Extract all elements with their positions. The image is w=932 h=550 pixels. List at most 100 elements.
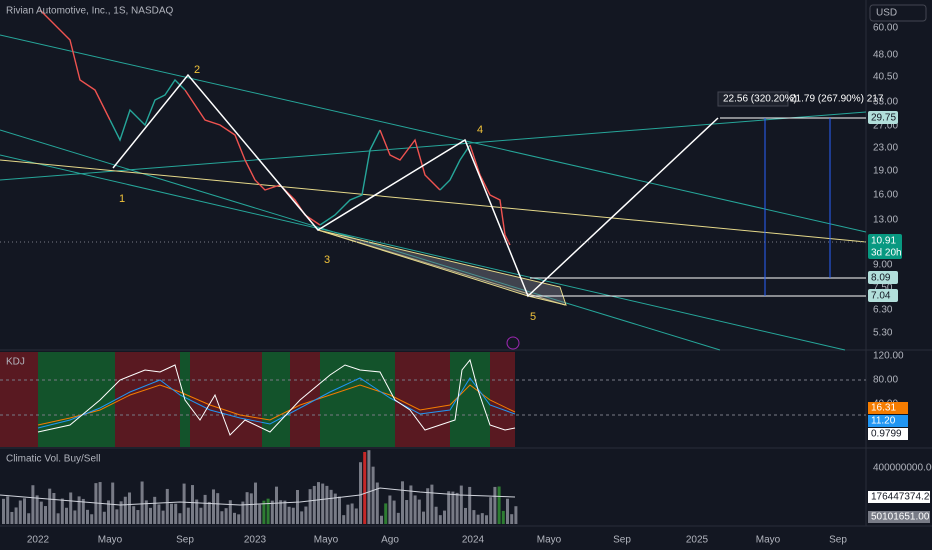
volume-bar xyxy=(296,489,299,524)
price-axis-label: 13.00 xyxy=(873,215,898,226)
volume-bar xyxy=(371,466,375,524)
price-tag xyxy=(868,271,898,284)
volume-bar xyxy=(333,493,337,524)
kdj-band xyxy=(395,352,450,447)
volume-bar xyxy=(325,485,329,524)
volume-bar xyxy=(350,503,354,524)
volume-bar xyxy=(321,483,325,524)
last-price: 10.91 xyxy=(871,236,896,247)
kdj-tag xyxy=(868,402,908,414)
volume-bar xyxy=(514,506,518,524)
wedge xyxy=(317,229,567,306)
volume-bar xyxy=(44,506,47,524)
volume-bar xyxy=(480,513,484,524)
currency: USD xyxy=(876,8,897,19)
volume-bar xyxy=(338,496,341,524)
volume-bar xyxy=(384,503,388,524)
volume-bar xyxy=(287,506,291,524)
currency-button[interactable] xyxy=(869,4,927,22)
time-axis-label: Mayo xyxy=(537,535,562,546)
volume-bar xyxy=(472,510,476,524)
volume-bar xyxy=(48,488,52,524)
volume-bar xyxy=(14,507,18,524)
kdj-band xyxy=(490,352,515,447)
projection-lines xyxy=(0,117,866,297)
measure-label: 22.56 (320.20%) xyxy=(723,94,797,105)
volume-average xyxy=(0,487,516,506)
last-price-tag xyxy=(868,234,902,259)
kdj-tag xyxy=(868,428,908,440)
volume-bar xyxy=(123,496,127,524)
time-axis-label: Sep xyxy=(176,535,194,546)
kdj-title: KDJ xyxy=(6,357,25,368)
volume-tag xyxy=(868,511,930,523)
volume-bar xyxy=(308,489,312,524)
price-tag-label: 8.09 xyxy=(871,273,891,284)
volume-bar xyxy=(203,494,207,524)
volume-bar xyxy=(455,492,459,524)
volume-bar xyxy=(283,500,287,524)
volume-bar xyxy=(228,500,232,524)
volume-bar xyxy=(375,482,379,524)
volume-bar xyxy=(102,511,106,524)
volume-bar xyxy=(2,498,5,524)
volume-title: Climatic Vol. Buy/Sell xyxy=(6,454,100,465)
volume-bar xyxy=(69,492,73,524)
wave-label: 1 xyxy=(119,193,125,205)
volume-bar xyxy=(476,514,480,524)
volume-bar xyxy=(459,485,463,524)
volume-bar xyxy=(359,462,362,524)
volume-bar xyxy=(224,508,228,524)
wave-label: 5 xyxy=(530,311,536,323)
volume-bar xyxy=(506,498,509,524)
volume-bar xyxy=(485,515,488,524)
volume-bar xyxy=(115,509,119,524)
price-axis-label: 33.00 xyxy=(873,97,898,108)
volume-bar xyxy=(380,515,383,524)
volume-bar xyxy=(35,495,39,524)
volume-bar xyxy=(174,503,178,524)
volume-bar xyxy=(86,509,89,524)
volume-bar xyxy=(73,510,77,524)
volume-bar xyxy=(468,486,472,524)
volume-tag-label: 50101651.00 xyxy=(871,512,930,523)
volume-bar xyxy=(10,511,14,524)
volume-bar xyxy=(497,486,501,524)
wave-label: 4 xyxy=(477,124,483,136)
kdj-lines xyxy=(37,358,516,436)
volume-bar xyxy=(346,504,350,524)
volume-bar xyxy=(434,506,438,524)
volume-bar xyxy=(254,482,257,524)
volume-bar xyxy=(291,507,295,524)
volume-bar xyxy=(279,500,283,524)
kdj-band xyxy=(190,352,262,447)
volume-bar xyxy=(6,496,10,524)
volume-bar xyxy=(111,482,115,524)
volume-bar xyxy=(128,492,131,524)
volume-bar xyxy=(182,483,186,524)
measure-box xyxy=(717,91,789,107)
volume-bar xyxy=(149,507,152,524)
volume-bar xyxy=(245,492,249,524)
volume-bar xyxy=(161,510,165,524)
volume-bar xyxy=(170,503,173,524)
volume-bar xyxy=(107,500,110,524)
volume-bars xyxy=(2,450,518,524)
time-axis-label: 2025 xyxy=(686,535,709,546)
event-icon[interactable] xyxy=(506,336,520,350)
volume-bar xyxy=(409,485,413,524)
time-axis-label: Sep xyxy=(613,535,631,546)
volume-bar xyxy=(199,507,203,524)
volume-tag xyxy=(868,491,930,503)
volume-bar xyxy=(354,508,358,524)
kdj-tag xyxy=(868,415,908,427)
time-axis-label: Ago xyxy=(381,535,399,546)
volume-bar xyxy=(451,491,455,524)
volume-bar xyxy=(27,513,31,524)
volume-bar xyxy=(52,492,56,524)
time-axis-label: 2023 xyxy=(244,535,267,546)
volume-bar xyxy=(405,500,409,524)
price-axis-label: 5.30 xyxy=(873,328,893,339)
volume-tag-label: 176447374.20 xyxy=(871,492,932,503)
wave-path xyxy=(112,73,719,298)
